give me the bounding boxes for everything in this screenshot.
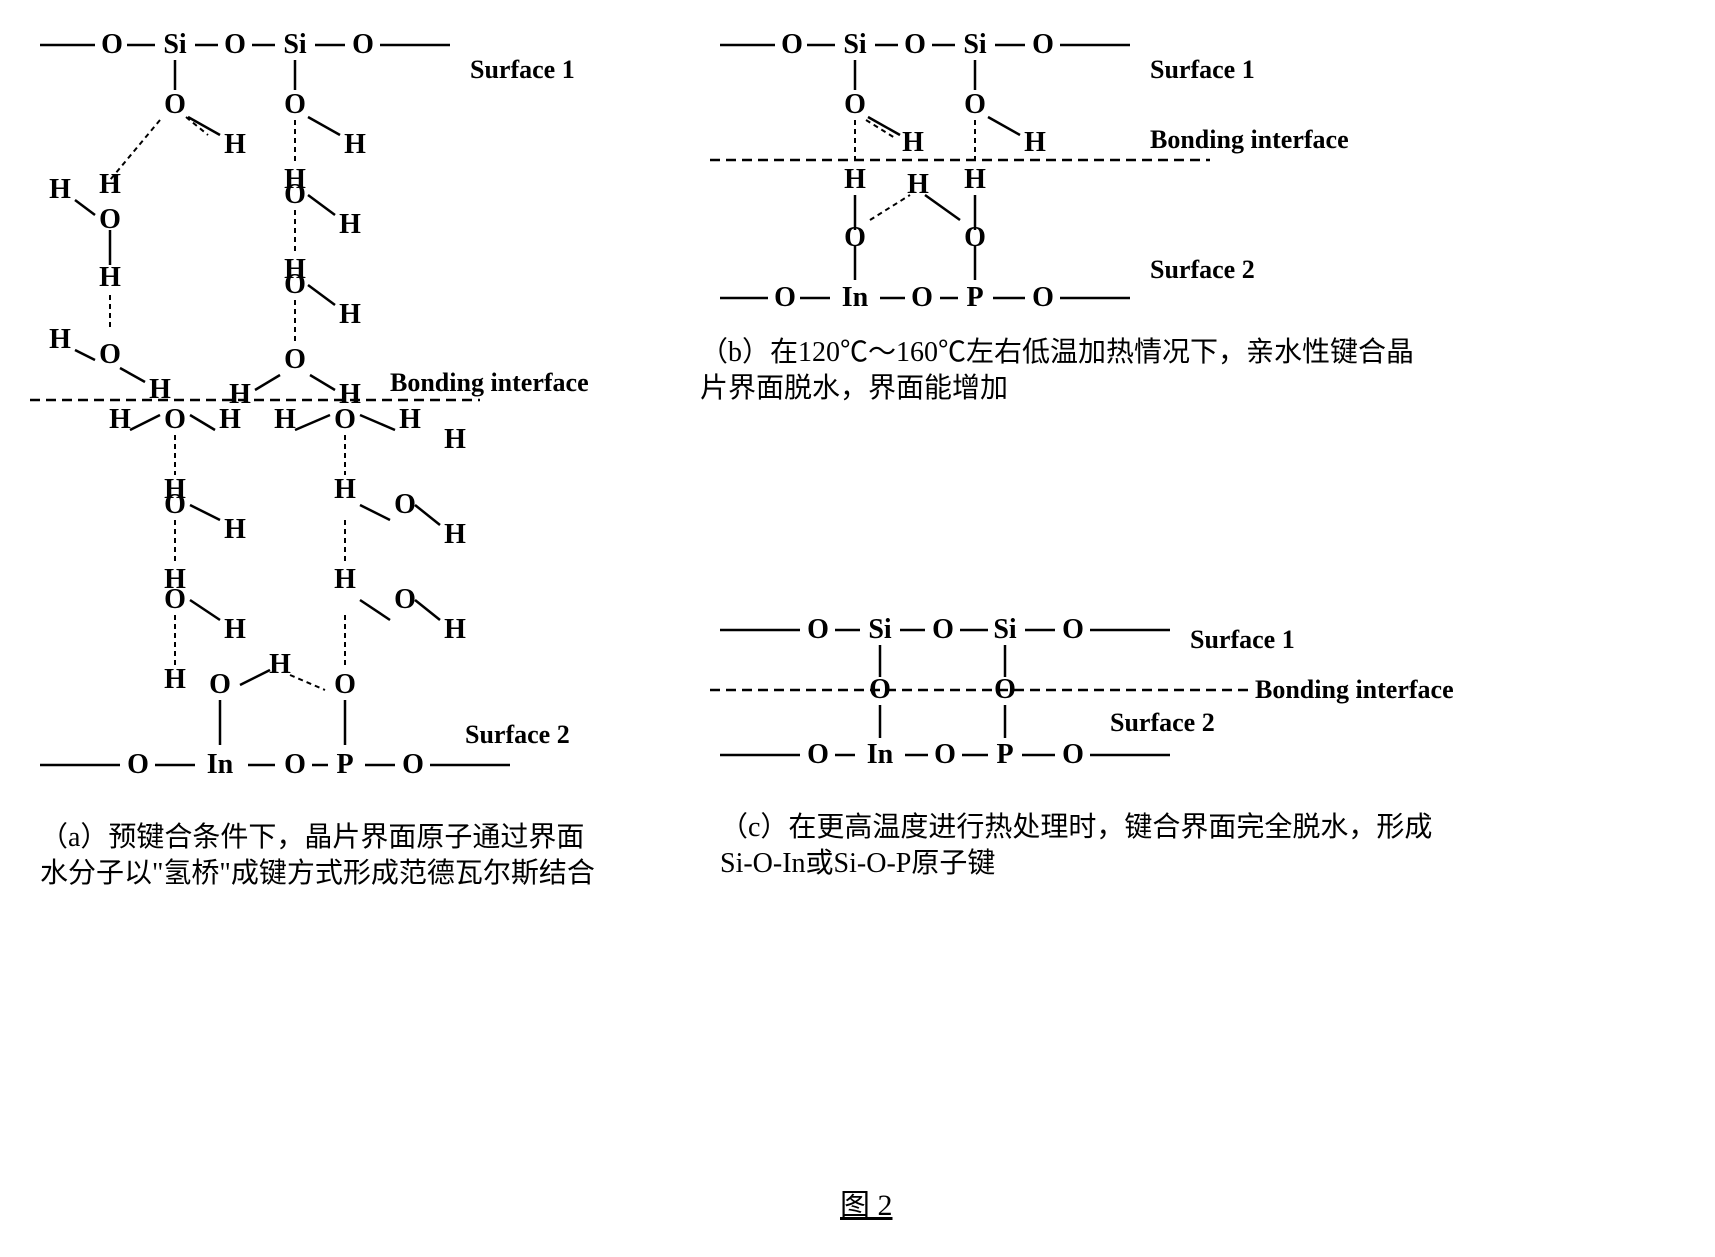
atom: H [109,404,131,436]
atom: H [49,324,71,356]
atom: H [334,564,356,596]
atom: Si [868,614,891,646]
atom: H [902,127,924,159]
atom: H [1024,127,1046,159]
atom: O [99,339,121,371]
atom: O [164,404,186,436]
atom: O [807,614,829,646]
surface2-label: Surface 2 [1110,708,1215,738]
atom: H [844,164,866,196]
atom: H [344,129,366,161]
atom: H [164,664,186,696]
atom: O [1062,614,1084,646]
figure-container: O Si O Si O O O H H H H O H H O H H O H … [20,20,1695,1237]
atom: P [966,282,983,314]
atom: O [932,614,954,646]
atom: H [149,374,171,406]
atom: O [964,89,986,121]
atom: O [844,89,866,121]
atom: Si [963,29,986,61]
atom: H [224,614,246,646]
atom: O [334,404,356,436]
atom: O [99,204,121,236]
atom: H [219,404,241,436]
atom: O [904,29,926,61]
atom: Si [283,29,306,61]
atom: O [284,179,306,211]
atom: H [399,404,421,436]
atom: O [994,674,1016,706]
surface1-label: Surface 1 [470,55,575,85]
atom: O [394,489,416,521]
atom: O [1032,282,1054,314]
panel-b-bonds [700,20,1400,320]
atom: In [867,739,893,771]
atom: H [964,164,986,196]
atom: O [209,669,231,701]
atom: O [164,489,186,521]
atom: Si [163,29,186,61]
atom: O [774,282,796,314]
atom: P [996,739,1013,771]
atom: O [284,89,306,121]
atom: O [352,29,374,61]
panel-b: O Si O Si O O O H H H H H O O O In O P O… [700,20,1400,320]
atom: O [1062,739,1084,771]
surface2-label: Surface 2 [1150,255,1255,285]
surface2-label: Surface 2 [465,720,570,750]
atom: O [807,739,829,771]
atom: O [402,749,424,781]
atom: Si [843,29,866,61]
atom: H [224,514,246,546]
atom: O [224,29,246,61]
panel-a: O Si O Si O O O H H H H O H H O H H O H … [20,20,600,810]
atom: O [284,749,306,781]
atom: H [339,209,361,241]
interface-label: Bonding interface [1255,675,1454,705]
atom: O [164,89,186,121]
atom: H [274,404,296,436]
surface1-label: Surface 1 [1150,55,1255,85]
panel-a-caption: （a）预键合条件下，晶片界面原子通过界面水分子以"氢桥"成键方式形成范德瓦尔斯结… [40,820,600,893]
atom: H [339,299,361,331]
atom: O [869,674,891,706]
atom: O [394,584,416,616]
figure-label: 图 2 [840,1180,893,1224]
surface1-label: Surface 1 [1190,625,1295,655]
atom: O [964,222,986,254]
panel-c-caption: （c）在更高温度进行热处理时，键合界面完全脱水，形成Si-O-In或Si-O-P… [720,810,1440,883]
atom: H [444,519,466,551]
atom: O [101,29,123,61]
atom: O [1032,29,1054,61]
atom: H [444,424,466,456]
panel-b-caption: （b）在120℃～160℃左右低温加热情况下，亲水性键合晶片界面脱水，界面能增加 [700,335,1420,408]
atom: O [284,269,306,301]
atom: H [49,174,71,206]
interface-label: Bonding interface [390,368,589,398]
atom: In [842,282,868,314]
atom: Si [993,614,1016,646]
atom: H [907,169,929,201]
atom: O [911,282,933,314]
atom: In [207,749,233,781]
atom: H [269,649,291,681]
atom: H [334,474,356,506]
interface-label: Bonding interface [1150,125,1349,155]
atom: P [336,749,353,781]
atom: O [164,584,186,616]
atom: O [844,222,866,254]
atom: H [444,614,466,646]
atom: O [127,749,149,781]
panel-a-bonds [20,20,600,810]
atom: H [99,169,121,201]
atom: O [334,669,356,701]
atom: H [224,129,246,161]
atom: O [284,344,306,376]
atom: H [99,262,121,294]
atom: O [781,29,803,61]
panel-c: O Si O Si O O O O In O P O Surface 1 Bon… [700,590,1460,790]
atom: O [934,739,956,771]
